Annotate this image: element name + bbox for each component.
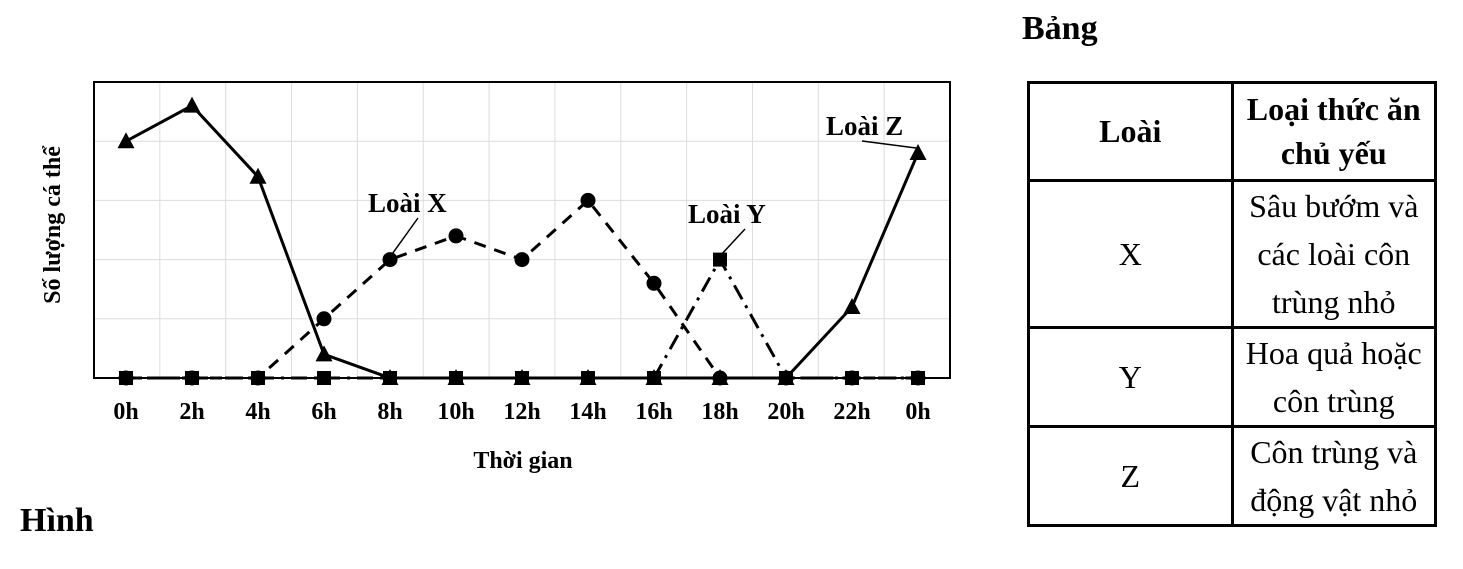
data-point [184, 370, 200, 386]
table-header-row: Loài Loại thức ăn chủ yếu [1027, 81, 1437, 182]
label-leader-lo-i-y [719, 228, 746, 257]
data-point [645, 369, 663, 385]
line-chart: Loài X Loài Y Loài Z 0h 2h 4h 6h 8h 10h 12h 14h 16… [40, 81, 951, 474]
data-point [711, 369, 729, 385]
data-point [315, 345, 333, 362]
x-tick-label: 0h [905, 399, 930, 425]
x-tick-label: 16h [635, 399, 672, 425]
food-cell: Côn trùng và động vật nhỏ [1230, 425, 1437, 527]
species-cell: Y [1027, 326, 1234, 428]
x-tick-label: 12h [503, 399, 540, 425]
data-point [316, 311, 332, 327]
data-point [183, 96, 201, 113]
series-label-lo-i-x: Loài X [368, 188, 447, 218]
data-point [447, 369, 465, 385]
series-label-lo-i-z: Loài Z [826, 111, 903, 141]
x-tick-label: 6h [311, 399, 336, 425]
x-tick-label: 0h [113, 399, 138, 425]
x-tick-label: 14h [569, 399, 606, 425]
food-cell: Hoa quả hoặc côn trùng [1230, 326, 1437, 428]
x-tick-label: 8h [377, 399, 402, 425]
label-leader-lo-i-z [861, 140, 917, 149]
x-tick-label: 22h [833, 399, 870, 425]
data-point [117, 132, 135, 149]
data-point [382, 252, 398, 268]
data-point [843, 297, 861, 314]
data-point [250, 370, 266, 386]
data-point [381, 369, 399, 385]
data-point [844, 370, 860, 386]
table-row: Y Hoa quả hoặc côn trùng [1027, 326, 1437, 428]
data-point [910, 370, 926, 386]
food-cell: Sâu bướm và các loài côn trùng nhỏ [1230, 179, 1437, 329]
chart-series-labels: Loài X Loài Y Loài Z [368, 111, 917, 258]
chart-gridlines [93, 82, 951, 378]
x-tick-label: 20h [767, 399, 804, 425]
header-food: Loại thức ăn chủ yếu [1230, 81, 1437, 182]
x-axis-title: Thời gian [473, 448, 572, 474]
y-axis-title: Số lượng cá thể [40, 145, 66, 304]
series-label-lo-i-y: Loài Y [688, 199, 766, 229]
series-line-lo-i-x [126, 198, 918, 380]
data-point [118, 370, 134, 386]
table-row: X Sâu bướm và các loài côn trùng nhỏ [1027, 179, 1437, 329]
data-point [580, 192, 596, 208]
species-cell: Z [1027, 425, 1234, 527]
data-point [579, 369, 597, 385]
data-point [909, 144, 927, 161]
x-tick-label: 2h [179, 399, 204, 425]
x-tick-label: 18h [701, 399, 738, 425]
series-line-lo-i-z [125, 103, 920, 380]
x-tick-label: 4h [245, 399, 270, 425]
species-cell: X [1027, 179, 1234, 329]
data-point [513, 369, 531, 385]
data-point [448, 228, 464, 244]
data-point [249, 167, 267, 184]
data-point [713, 252, 727, 267]
data-point [646, 275, 662, 291]
x-tick-label: 10h [437, 399, 474, 425]
figure-caption: Hình [20, 502, 94, 539]
plot-area-frame [93, 81, 951, 379]
data-point [317, 371, 331, 385]
table-row: Z Côn trùng và động vật nhỏ [1027, 425, 1437, 527]
chart-series [117, 96, 927, 386]
data-point [514, 252, 530, 268]
x-tick-labels: 0h 2h 4h 6h 8h 10h 12h 14h 16h 18h 20h 22h 0h [113, 399, 930, 425]
label-leader-lo-i-x [389, 217, 419, 258]
species-food-table: Loài Loại thức ăn chủ yếu X Sâu bướm và … [1027, 81, 1437, 527]
table-caption: Bảng [1022, 10, 1098, 47]
data-point [777, 369, 795, 385]
header-species: Loài [1027, 81, 1234, 182]
